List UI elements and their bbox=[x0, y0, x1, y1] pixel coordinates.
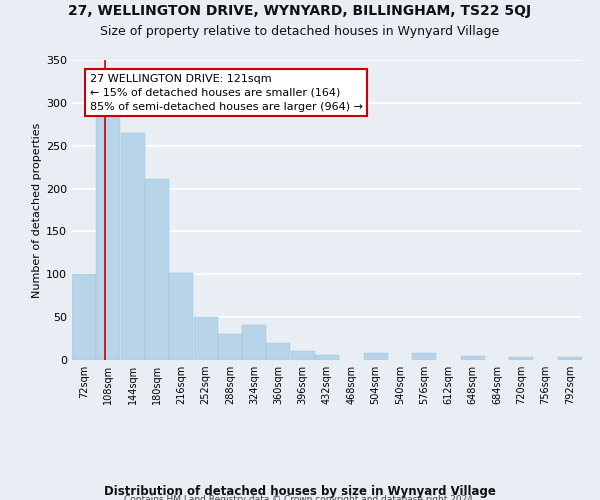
Y-axis label: Number of detached properties: Number of detached properties bbox=[32, 122, 42, 298]
Bar bbox=[315, 355, 339, 360]
Bar bbox=[509, 356, 533, 360]
Bar bbox=[97, 114, 121, 360]
Bar bbox=[266, 343, 290, 360]
Text: 27 WELLINGTON DRIVE: 121sqm
← 15% of detached houses are smaller (164)
85% of se: 27 WELLINGTON DRIVE: 121sqm ← 15% of det… bbox=[90, 74, 363, 112]
Text: Distribution of detached houses by size in Wynyard Village: Distribution of detached houses by size … bbox=[104, 485, 496, 498]
Bar bbox=[169, 274, 193, 360]
Bar bbox=[242, 325, 266, 360]
Bar bbox=[364, 353, 388, 360]
Text: Contains HM Land Registry data © Crown copyright and database right 2024.
Contai: Contains HM Land Registry data © Crown c… bbox=[103, 496, 497, 500]
Bar bbox=[121, 133, 145, 360]
Text: Size of property relative to detached houses in Wynyard Village: Size of property relative to detached ho… bbox=[100, 25, 500, 38]
Bar bbox=[72, 274, 96, 360]
Bar bbox=[194, 317, 218, 360]
Bar bbox=[145, 179, 169, 360]
Bar bbox=[461, 356, 485, 360]
Bar bbox=[291, 352, 314, 360]
Text: 27, WELLINGTON DRIVE, WYNYARD, BILLINGHAM, TS22 5QJ: 27, WELLINGTON DRIVE, WYNYARD, BILLINGHA… bbox=[68, 4, 532, 18]
Bar bbox=[218, 334, 242, 360]
Bar bbox=[412, 353, 436, 360]
Bar bbox=[558, 358, 582, 360]
